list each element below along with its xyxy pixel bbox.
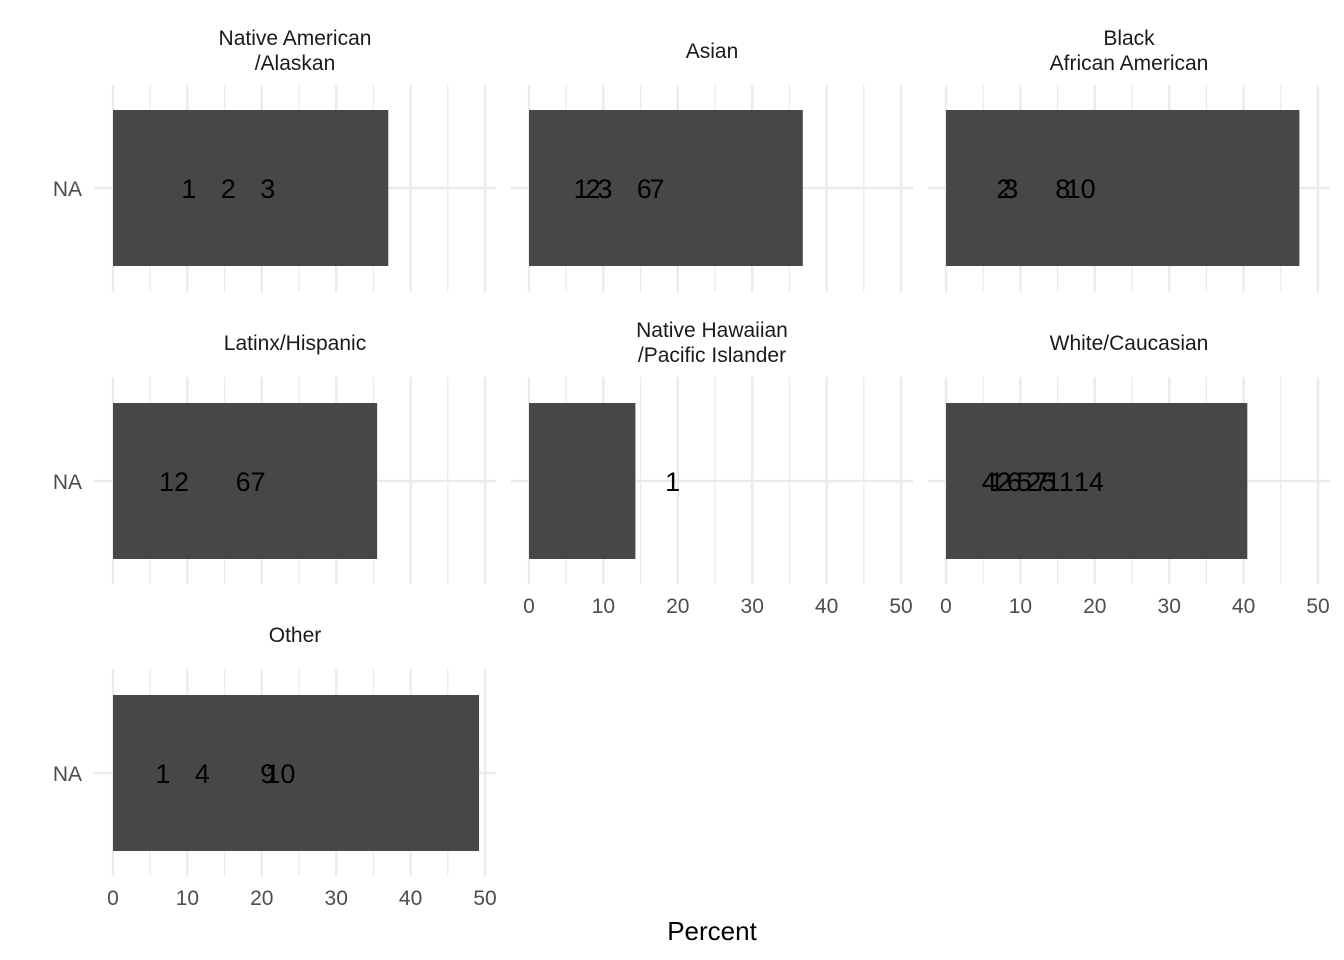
facet-panel: 1 Native Hawaiian/Pacific Islander 0 10 20 30… bbox=[511, 319, 913, 618]
facet-panel: 12 67 Latinx/Hispanic NA bbox=[53, 332, 496, 584]
data-label: 7 bbox=[649, 174, 664, 204]
facet-title: Latinx/Hispanic bbox=[224, 332, 366, 355]
facet-title: /Pacific Islander bbox=[638, 344, 786, 367]
data-label: 2 bbox=[997, 467, 1012, 497]
x-tick-label: 40 bbox=[815, 595, 838, 618]
bar bbox=[113, 695, 480, 851]
x-tick-label: 0 bbox=[523, 595, 535, 618]
facet-title: Black bbox=[1103, 27, 1155, 50]
y-tick-label: NA bbox=[53, 178, 82, 201]
facet-panel: 1 2 3 Native American/Alaskan NA bbox=[53, 27, 496, 292]
data-label: 2 bbox=[1026, 467, 1041, 497]
facet-title: Native American bbox=[219, 27, 372, 50]
x-tick-label: 50 bbox=[473, 887, 496, 910]
data-label: 1 bbox=[574, 174, 589, 204]
x-axis-title: Percent bbox=[667, 916, 757, 946]
x-tick-label: 20 bbox=[250, 887, 273, 910]
data-label: 6 bbox=[637, 174, 652, 204]
x-tick-label: 30 bbox=[1158, 595, 1181, 618]
data-label: 5 bbox=[1017, 467, 1032, 497]
data-label: 4 bbox=[982, 467, 997, 497]
facet-title: Native Hawaiian bbox=[636, 319, 788, 342]
data-label: 10 bbox=[265, 759, 295, 789]
x-tick-label: 40 bbox=[1232, 595, 1255, 618]
data-label: 3 bbox=[597, 174, 612, 204]
data-label: 10 bbox=[1066, 174, 1096, 204]
data-label: 2 bbox=[221, 174, 236, 204]
data-label: 14 bbox=[1074, 467, 1104, 497]
facet-title: Asian bbox=[686, 40, 739, 63]
data-label: 9 bbox=[260, 759, 275, 789]
x-tick-label: 30 bbox=[325, 887, 348, 910]
data-label: 8 bbox=[1055, 174, 1070, 204]
y-tick-label: NA bbox=[53, 471, 82, 494]
facet-panel: 123 67 Asian bbox=[511, 40, 913, 292]
data-label: 2 bbox=[997, 174, 1012, 204]
bar bbox=[113, 403, 378, 559]
bar bbox=[946, 110, 1300, 266]
x-tick-label: 30 bbox=[741, 595, 764, 618]
bar bbox=[946, 403, 1248, 559]
facet-title: White/Caucasian bbox=[1050, 332, 1209, 355]
data-label: 12 bbox=[159, 467, 189, 497]
data-label: 2 bbox=[585, 174, 600, 204]
bar bbox=[529, 110, 803, 266]
y-tick-label: NA bbox=[53, 763, 82, 786]
data-label: 6 bbox=[1007, 467, 1022, 497]
data-label: 1 bbox=[181, 174, 196, 204]
data-label: 4 bbox=[195, 759, 210, 789]
data-label: 1 bbox=[989, 467, 1004, 497]
x-tick-label: 10 bbox=[176, 887, 199, 910]
x-tick-label: 50 bbox=[889, 595, 912, 618]
x-tick-label: 0 bbox=[107, 887, 119, 910]
x-tick-label: 10 bbox=[1009, 595, 1032, 618]
data-label: 5 bbox=[1041, 467, 1056, 497]
x-tick-label: 20 bbox=[1083, 595, 1106, 618]
data-label: 3 bbox=[260, 174, 275, 204]
data-label: 7 bbox=[1034, 467, 1049, 497]
data-label: 1 bbox=[665, 467, 680, 497]
facet-title: /Alaskan bbox=[255, 52, 336, 75]
data-label: 1 bbox=[155, 759, 170, 789]
data-label: 11 bbox=[1046, 467, 1074, 497]
data-label: 3 bbox=[1003, 174, 1018, 204]
x-tick-label: 10 bbox=[592, 595, 615, 618]
bar bbox=[529, 403, 636, 559]
x-tick-label: 0 bbox=[940, 595, 952, 618]
bar bbox=[113, 110, 389, 266]
x-tick-label: 20 bbox=[666, 595, 689, 618]
x-tick-label: 50 bbox=[1306, 595, 1329, 618]
facet-title: Other bbox=[269, 624, 322, 647]
facet-title: African American bbox=[1050, 52, 1209, 75]
x-tick-label: 40 bbox=[399, 887, 422, 910]
data-label: 67 bbox=[236, 467, 266, 497]
